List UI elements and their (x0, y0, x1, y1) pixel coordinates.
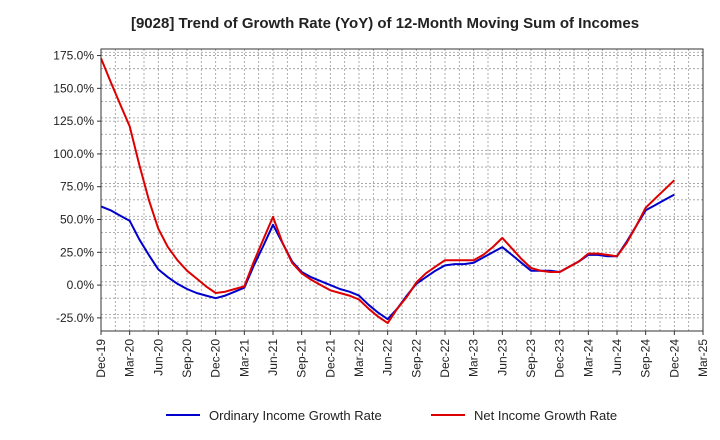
chart-title: [9028] Trend of Growth Rate (YoY) of 12-… (131, 15, 639, 32)
legend-label-ordinary-income: Ordinary Income Growth Rate (209, 408, 382, 423)
legend-label-net-income: Net Income Growth Rate (474, 408, 617, 423)
x-tick-label: Jun-23 (495, 339, 509, 376)
x-tick-label: Sep-21 (295, 339, 309, 378)
x-tick-label: Sep-23 (524, 339, 538, 378)
y-tick-label: 75.0% (60, 180, 94, 194)
plot-frame (100, 48, 704, 332)
x-axis-ticks: Dec-19 Mar-20 Jun-20 Sep-20 Dec-20 Mar-21 Jun-… (94, 331, 710, 378)
x-tick-label: Dec-20 (209, 339, 223, 378)
x-tick-label: Dec-19 (94, 339, 108, 378)
y-tick-label: 100.0% (53, 147, 94, 161)
x-tick-label: Jun-21 (266, 339, 280, 376)
x-tick-label: Sep-24 (639, 339, 653, 378)
x-tick-label: Mar-25 (696, 339, 710, 377)
x-tick-label: Mar-23 (467, 339, 481, 377)
y-tick-label: 0.0% (67, 278, 95, 292)
y-tick-label: 150.0% (53, 81, 94, 95)
series-lines (100, 57, 675, 325)
x-tick-label: Mar-24 (581, 339, 595, 377)
x-tick-label: Dec-24 (667, 339, 681, 378)
x-tick-label: Dec-23 (553, 339, 567, 378)
x-tick-label: Sep-20 (180, 339, 194, 378)
x-tick-label: Jun-20 (151, 339, 165, 376)
series-line-net-income (100, 57, 675, 325)
legend: Ordinary Income Growth Rate Net Income G… (166, 408, 617, 423)
x-tick-label: Jun-24 (610, 339, 624, 376)
y-tick-label: 175.0% (53, 49, 94, 63)
x-tick-label: Dec-21 (323, 339, 337, 378)
x-tick-label: Mar-22 (352, 339, 366, 377)
x-tick-label: Mar-21 (237, 339, 251, 377)
y-tick-label: 50.0% (60, 213, 94, 227)
x-tick-label: Jun-22 (381, 339, 395, 376)
x-tick-label: Sep-22 (409, 339, 423, 378)
y-tick-label: 125.0% (53, 114, 94, 128)
y-tick-label: 25.0% (60, 245, 94, 259)
y-axis-ticks: 175.0% 150.0% 125.0% 100.0% 75.0% 50.0% 25.0% 0… (53, 49, 101, 325)
y-tick-label: -25.0% (56, 311, 94, 325)
x-tick-label: Dec-22 (438, 339, 452, 378)
x-tick-label: Mar-20 (123, 339, 137, 377)
grid (101, 49, 703, 332)
